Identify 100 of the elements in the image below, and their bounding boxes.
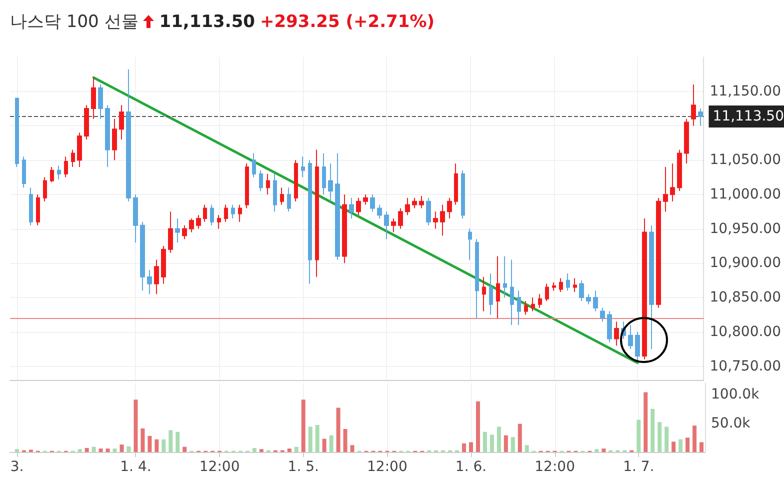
y-tick-label: 10,800.00: [710, 324, 782, 340]
candlestick: [280, 187, 284, 206]
candlestick: [454, 163, 458, 206]
bar: [126, 446, 131, 452]
candlestick: [684, 118, 689, 164]
bar: [14, 449, 19, 452]
candlestick: [217, 214, 221, 230]
candlestick: [426, 197, 431, 226]
candlestick: [15, 98, 19, 168]
candlestick: [398, 208, 403, 230]
bar: [252, 448, 256, 452]
candlestick: [71, 149, 75, 168]
candlestick: [175, 218, 180, 244]
candlestick: [628, 324, 633, 350]
bar: [650, 408, 655, 452]
bar: [176, 432, 180, 452]
candlestick: [133, 194, 138, 244]
bar: [84, 448, 89, 452]
candlestick: [586, 294, 591, 305]
candlestick: [593, 290, 598, 312]
bar: [672, 442, 676, 452]
candlestick: [496, 256, 500, 319]
bar: [490, 434, 494, 452]
x-tick-label: 3.: [10, 459, 24, 475]
candlestick: [363, 194, 368, 206]
candlestick: [614, 321, 619, 346]
candlestick: [607, 310, 612, 343]
candlestick: [224, 204, 228, 222]
bar: [504, 435, 508, 452]
candlestick: [36, 194, 40, 226]
candlestick: [538, 294, 542, 308]
candlestick: [77, 132, 82, 168]
candlestick: [356, 197, 361, 216]
candlestick: [377, 204, 382, 219]
text: +293.25 (+2.71%): [260, 12, 435, 32]
y-tick-label: 10,900.00: [710, 255, 782, 272]
candlestick: [698, 108, 703, 126]
bar: [524, 445, 529, 452]
chart-title: 나스닥 100 선물: [10, 11, 138, 33]
candlestick: [266, 173, 270, 195]
bar: [112, 448, 117, 452]
bar: [469, 442, 474, 452]
bar: [259, 449, 264, 452]
x-tick-label: 1. 5.: [288, 459, 319, 475]
candlestick: [663, 166, 668, 212]
bar: [106, 448, 110, 452]
bar: [462, 443, 466, 452]
candlestick: [600, 307, 605, 322]
candlestick: [447, 197, 452, 219]
text: 11,113.50: [159, 12, 255, 32]
bar: [287, 448, 292, 452]
candlestick: [119, 104, 124, 140]
candlestick: [29, 187, 33, 226]
candlestick: [566, 272, 570, 292]
bar: [98, 448, 103, 452]
candlestick: [649, 224, 654, 350]
bar: [168, 430, 173, 452]
bar: [664, 426, 669, 452]
bar: [350, 445, 354, 452]
candlestick: [147, 270, 152, 295]
bar: [700, 442, 704, 452]
candlestick: [552, 282, 556, 292]
candlestick: [238, 204, 242, 222]
x-tick-label: 12:00: [199, 459, 240, 475]
bar: [308, 426, 312, 452]
candlestick: [370, 194, 375, 212]
candlestick: [559, 278, 563, 293]
bar: [182, 446, 187, 452]
candlestick: [482, 276, 486, 312]
candlestick: [57, 165, 61, 180]
candlestick: [384, 211, 389, 240]
candlestick: [503, 256, 507, 298]
candlestick: [91, 77, 96, 120]
bar: [315, 424, 320, 452]
candlestick: [524, 300, 528, 316]
candlestick: [342, 194, 347, 264]
bar: [686, 438, 690, 452]
candlestick: [203, 204, 207, 222]
bar: [518, 424, 522, 452]
candlestick: [468, 228, 472, 260]
bar: [148, 436, 152, 452]
bar: [602, 448, 606, 452]
candlestick: [489, 272, 493, 316]
candlestick: [440, 204, 445, 236]
y-tick-label: 10,950.00: [710, 220, 782, 237]
y-tick-label: 10,850.00: [710, 290, 782, 306]
x-tick-label: 12:00: [367, 459, 408, 475]
candlestick: [510, 259, 514, 326]
bar: [658, 422, 662, 452]
y-tick-label: 11,150.00: [710, 83, 782, 100]
bar: [154, 439, 159, 452]
bar: [336, 408, 340, 452]
candlestick: [22, 156, 26, 188]
bar: [92, 446, 96, 452]
bar: [120, 444, 124, 452]
x-tick-label: 1. 4.: [120, 459, 152, 475]
candlestick: [517, 290, 521, 326]
candlestick: [168, 211, 173, 254]
bar: [644, 392, 648, 452]
bar: [140, 428, 145, 452]
